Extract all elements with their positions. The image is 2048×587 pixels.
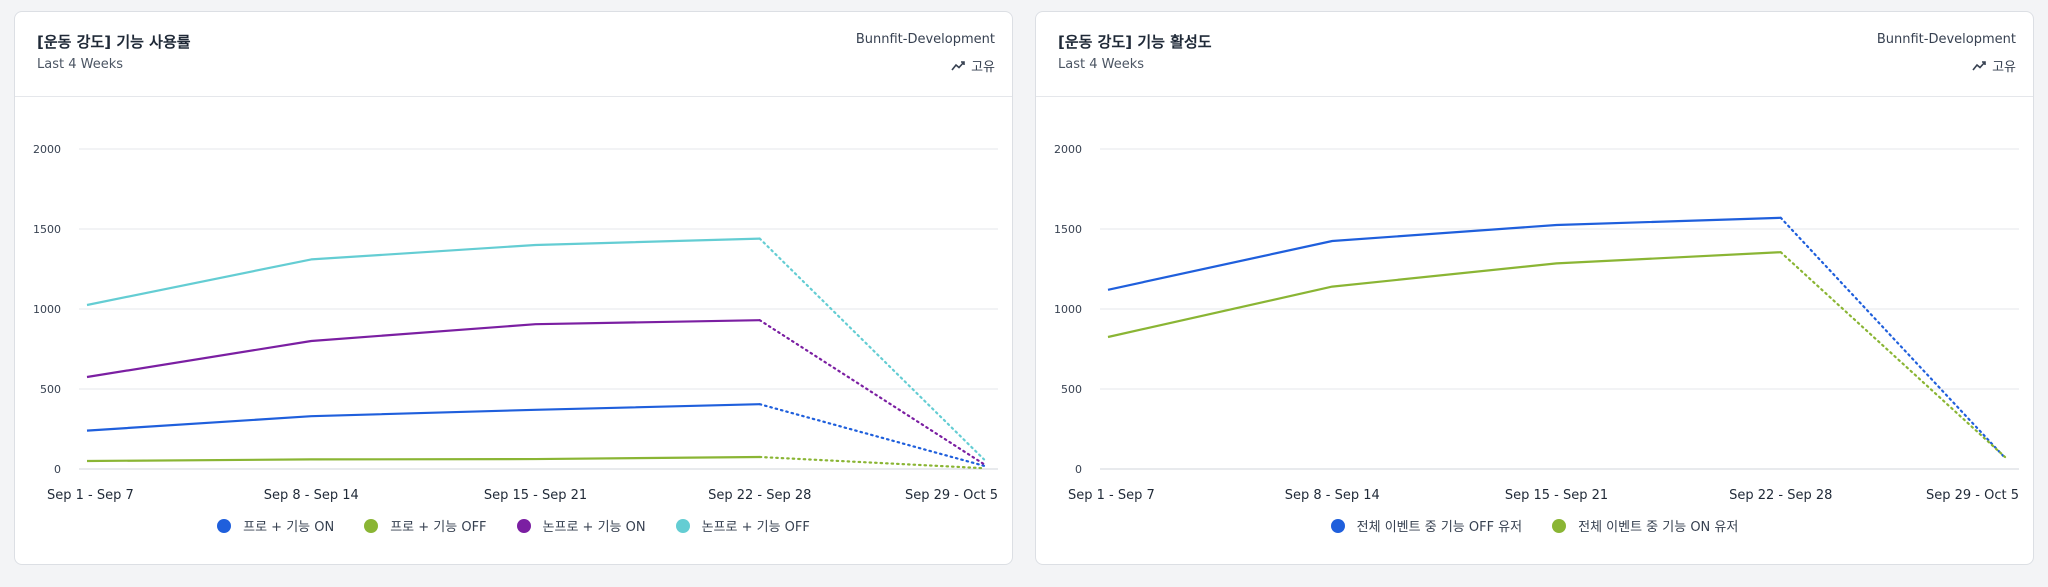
series-line[interactable] bbox=[1107, 251, 1781, 339]
metric-type-toggle[interactable]: 고유 bbox=[1972, 56, 2016, 75]
legend-dot-icon bbox=[1552, 518, 1567, 533]
x-tick-label: Sep 15 - Sep 21 bbox=[1505, 488, 1608, 503]
card-title[interactable]: [운동 강도] 기능 사용률 bbox=[37, 33, 191, 51]
line-chart: 0 500 1000 1500 2000 Sep 1 - Sep 7 Sep 8 - Sep… bbox=[33, 143, 998, 503]
legend-label: 논프로 + 기능 ON bbox=[542, 520, 646, 535]
legend-dot-icon bbox=[516, 518, 531, 533]
series-line[interactable] bbox=[86, 319, 760, 379]
x-tick-label: Sep 29 - Oct 5 bbox=[905, 488, 998, 503]
card-header: [운동 강도] 기능 활성도 Last 4 Weeks Bunnfit-Deve… bbox=[1036, 12, 2033, 97]
chart-card-usage-rate: [운동 강도] 기능 사용률 Last 4 Weeks Bunnfit-Deve… bbox=[14, 11, 1013, 565]
card-header: [운동 강도] 기능 사용률 Last 4 Weeks Bunnfit-Deve… bbox=[15, 12, 1012, 97]
card-title[interactable]: [운동 강도] 기능 활성도 bbox=[1058, 33, 1212, 51]
legend-label: 프로 + 기능 ON bbox=[243, 520, 335, 535]
x-tick-label: Sep 15 - Sep 21 bbox=[484, 488, 587, 503]
series-line-incomplete[interactable] bbox=[1779, 216, 2007, 459]
y-tick-label: 1000 bbox=[1054, 303, 1082, 316]
y-tick-label: 0 bbox=[1075, 463, 1082, 476]
series-line-incomplete[interactable] bbox=[758, 455, 986, 470]
metric-type-toggle[interactable]: 고유 bbox=[951, 56, 995, 75]
line-chart: 0 500 1000 1500 2000 Sep 1 - Sep 7 Sep 8 - Sep… bbox=[1054, 143, 2019, 503]
trend-line-icon bbox=[951, 61, 965, 71]
series-line-incomplete[interactable] bbox=[1779, 251, 2007, 459]
card-project-name: Bunnfit-Development bbox=[855, 32, 995, 47]
metric-type-label: 고유 bbox=[1992, 60, 2016, 75]
legend-dot-icon bbox=[1330, 518, 1345, 533]
series-line-incomplete[interactable] bbox=[758, 237, 986, 461]
series-line-incomplete[interactable] bbox=[758, 319, 986, 466]
card-date-range: Last 4 Weeks bbox=[1058, 57, 1145, 72]
x-tick-label: Sep 8 - Sep 14 bbox=[264, 488, 359, 503]
legend-label: 전체 이벤트 중 기능 ON 유저 bbox=[1578, 520, 1739, 535]
y-tick-label: 0 bbox=[54, 463, 61, 476]
chart-card-activity: [운동 강도] 기능 활성도 Last 4 Weeks Bunnfit-Deve… bbox=[1035, 11, 2034, 565]
series-line[interactable] bbox=[86, 455, 760, 463]
y-tick-label: 1000 bbox=[33, 303, 61, 316]
legend-label: 프로 + 기능 OFF bbox=[390, 520, 487, 535]
y-tick-label: 500 bbox=[40, 383, 61, 396]
x-tick-label: Sep 1 - Sep 7 bbox=[1068, 488, 1155, 503]
series-line[interactable] bbox=[86, 403, 760, 432]
x-tick-label: Sep 1 - Sep 7 bbox=[47, 488, 134, 503]
series-line-incomplete[interactable] bbox=[758, 403, 986, 467]
card-project-name: Bunnfit-Development bbox=[1876, 32, 2016, 47]
x-tick-label: Sep 22 - Sep 28 bbox=[708, 488, 811, 503]
card-date-range: Last 4 Weeks bbox=[37, 57, 124, 72]
legend-dot-icon bbox=[217, 518, 232, 533]
legend-item[interactable]: 전체 이벤트 중 기능 ON 유저 bbox=[1552, 516, 1738, 535]
series-line[interactable] bbox=[1107, 216, 1781, 291]
legend-item[interactable]: 프로 + 기능 OFF bbox=[364, 516, 487, 535]
y-tick-label: 2000 bbox=[33, 143, 61, 156]
y-tick-label: 500 bbox=[1061, 383, 1082, 396]
legend-item[interactable]: 논프로 + 기능 ON bbox=[516, 516, 646, 535]
legend-label: 논프로 + 기능 OFF bbox=[701, 520, 810, 535]
legend-dot-icon bbox=[675, 518, 690, 533]
series-line[interactable] bbox=[86, 237, 760, 307]
legend-item[interactable]: 논프로 + 기능 OFF bbox=[675, 516, 810, 535]
legend-item[interactable]: 전체 이벤트 중 기능 OFF 유저 bbox=[1330, 516, 1523, 535]
metric-type-label: 고유 bbox=[971, 60, 995, 75]
legend-dot-icon bbox=[364, 518, 379, 533]
chart-legend: 전체 이벤트 중 기능 OFF 유저 전체 이벤트 중 기능 ON 유저 bbox=[1036, 516, 2033, 535]
x-tick-label: Sep 22 - Sep 28 bbox=[1729, 488, 1832, 503]
legend-item[interactable]: 프로 + 기능 ON bbox=[217, 516, 334, 535]
legend-label: 전체 이벤트 중 기능 OFF 유저 bbox=[1356, 520, 1523, 535]
y-tick-label: 2000 bbox=[1054, 143, 1082, 156]
y-tick-label: 1500 bbox=[1054, 223, 1082, 236]
chart-legend: 프로 + 기능 ON 프로 + 기능 OFF 논프로 + 기능 ON 논프로 + 기능… bbox=[15, 516, 1012, 535]
x-tick-label: Sep 29 - Oct 5 bbox=[1926, 488, 2019, 503]
trend-line-icon bbox=[1972, 61, 1986, 71]
y-tick-label: 1500 bbox=[33, 223, 61, 236]
x-tick-label: Sep 8 - Sep 14 bbox=[1285, 488, 1380, 503]
